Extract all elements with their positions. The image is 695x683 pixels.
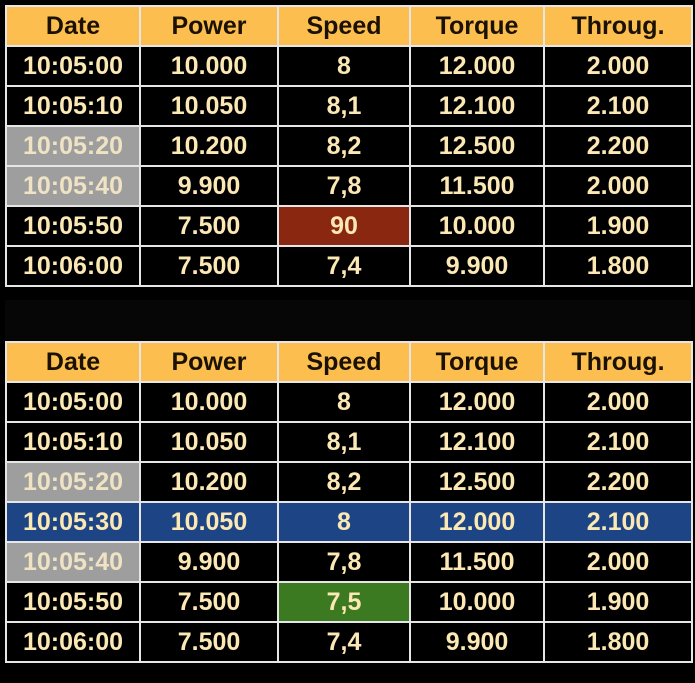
speed-cell-outlier[interactable]: 90 (277, 205, 411, 247)
throughput-cell[interactable]: 1.900 (543, 205, 693, 247)
data-table-original: Date Power Speed Torque Throug. 10:05:00… (5, 5, 693, 287)
speed-cell[interactable]: 8 (277, 45, 411, 87)
torque-cell[interactable]: 10.000 (409, 581, 545, 623)
throughput-cell[interactable]: 2.100 (543, 85, 693, 127)
power-cell[interactable]: 9.900 (139, 165, 279, 207)
column-header-torque[interactable]: Torque (409, 5, 545, 47)
speed-cell[interactable]: 8,2 (277, 461, 411, 503)
power-cell[interactable]: 10.050 (139, 501, 279, 543)
torque-cell[interactable]: 12.100 (409, 85, 545, 127)
speed-cell[interactable]: 8,2 (277, 125, 411, 167)
power-cell[interactable]: 7.500 (139, 581, 279, 623)
speed-cell[interactable]: 7,8 (277, 541, 411, 583)
power-cell[interactable]: 10.000 (139, 45, 279, 87)
throughput-cell[interactable]: 1.800 (543, 245, 693, 287)
throughput-cell[interactable]: 1.800 (543, 621, 693, 663)
speed-cell[interactable]: 8,1 (277, 421, 411, 463)
power-cell[interactable]: 9.900 (139, 541, 279, 583)
date-cell[interactable]: 10:05:10 (5, 85, 141, 127)
date-cell[interactable]: 10:05:00 (5, 381, 141, 423)
power-cell[interactable]: 7.500 (139, 205, 279, 247)
column-header-date[interactable]: Date (5, 341, 141, 383)
column-header-torque[interactable]: Torque (409, 341, 545, 383)
throughput-cell[interactable]: 2.200 (543, 461, 693, 503)
table-row[interactable]: 10:05:50 7.500 7,5 10.000 1.900 (5, 581, 693, 623)
column-header-throughput[interactable]: Throug. (543, 341, 693, 383)
power-cell[interactable]: 10.050 (139, 421, 279, 463)
torque-cell[interactable]: 12.100 (409, 421, 545, 463)
speed-cell[interactable]: 7,8 (277, 165, 411, 207)
throughput-cell[interactable]: 2.200 (543, 125, 693, 167)
date-cell-greyed[interactable]: 10:05:40 (5, 541, 141, 583)
throughput-cell[interactable]: 2.100 (543, 421, 693, 463)
column-header-power[interactable]: Power (139, 5, 279, 47)
power-cell[interactable]: 7.500 (139, 245, 279, 287)
table-row[interactable]: 10:05:20 10.200 8,2 12.500 2.200 (5, 461, 693, 503)
date-cell[interactable]: 10:06:00 (5, 621, 141, 663)
table-row[interactable]: 10:05:00 10.000 8 12.000 2.000 (5, 45, 693, 87)
torque-cell[interactable]: 12.000 (409, 381, 545, 423)
speed-cell[interactable]: 7,4 (277, 245, 411, 287)
torque-cell[interactable]: 9.900 (409, 621, 545, 663)
date-cell-greyed[interactable]: 10:05:20 (5, 125, 141, 167)
power-cell[interactable]: 10.000 (139, 381, 279, 423)
power-cell[interactable]: 10.050 (139, 85, 279, 127)
speed-cell[interactable]: 7,4 (277, 621, 411, 663)
torque-cell[interactable]: 12.000 (409, 501, 545, 543)
power-cell[interactable]: 7.500 (139, 621, 279, 663)
column-header-date[interactable]: Date (5, 5, 141, 47)
torque-cell[interactable]: 12.000 (409, 45, 545, 87)
table-row[interactable]: 10:05:50 7.500 90 10.000 1.900 (5, 205, 693, 247)
date-cell[interactable]: 10:05:50 (5, 581, 141, 623)
date-cell[interactable]: 10:05:30 (5, 501, 141, 543)
table-row[interactable]: 10:05:20 10.200 8,2 12.500 2.200 (5, 125, 693, 167)
torque-cell[interactable]: 12.500 (409, 461, 545, 503)
table-row[interactable]: 10:06:00 7.500 7,4 9.900 1.800 (5, 621, 693, 663)
date-cell-greyed[interactable]: 10:05:40 (5, 165, 141, 207)
power-cell[interactable]: 10.200 (139, 461, 279, 503)
table-row[interactable]: 10:05:40 9.900 7,8 11.500 2.000 (5, 165, 693, 207)
table-row[interactable]: 10:05:10 10.050 8,1 12.100 2.100 (5, 421, 693, 463)
throughput-cell[interactable]: 2.000 (543, 541, 693, 583)
torque-cell[interactable]: 12.500 (409, 125, 545, 167)
table-row[interactable]: 10:05:10 10.050 8,1 12.100 2.100 (5, 85, 693, 127)
date-cell[interactable]: 10:05:00 (5, 45, 141, 87)
column-header-power[interactable]: Power (139, 341, 279, 383)
power-cell[interactable]: 10.200 (139, 125, 279, 167)
header-row: Date Power Speed Torque Throug. (5, 5, 693, 47)
date-cell-greyed[interactable]: 10:05:20 (5, 461, 141, 503)
table-row[interactable]: 10:05:40 9.900 7,8 11.500 2.000 (5, 541, 693, 583)
torque-cell[interactable]: 11.500 (409, 165, 545, 207)
table-separator (5, 300, 691, 341)
column-header-throughput[interactable]: Throug. (543, 5, 693, 47)
header-row: Date Power Speed Torque Throug. (5, 341, 693, 383)
torque-cell[interactable]: 10.000 (409, 205, 545, 247)
data-table-corrected: Date Power Speed Torque Throug. 10:05:00… (5, 341, 693, 663)
torque-cell[interactable]: 11.500 (409, 541, 545, 583)
throughput-cell[interactable]: 2.000 (543, 165, 693, 207)
column-header-speed[interactable]: Speed (277, 5, 411, 47)
throughput-cell[interactable]: 2.100 (543, 501, 693, 543)
throughput-cell[interactable]: 2.000 (543, 45, 693, 87)
speed-cell[interactable]: 8 (277, 381, 411, 423)
date-cell[interactable]: 10:05:10 (5, 421, 141, 463)
throughput-cell[interactable]: 1.900 (543, 581, 693, 623)
torque-cell[interactable]: 9.900 (409, 245, 545, 287)
speed-cell-corrected[interactable]: 7,5 (277, 581, 411, 623)
column-header-speed[interactable]: Speed (277, 341, 411, 383)
table-row[interactable]: 10:06:00 7.500 7,4 9.900 1.800 (5, 245, 693, 287)
date-cell[interactable]: 10:05:50 (5, 205, 141, 247)
table-row[interactable]: 10:05:00 10.000 8 12.000 2.000 (5, 381, 693, 423)
throughput-cell[interactable]: 2.000 (543, 381, 693, 423)
table-row-inserted[interactable]: 10:05:30 10.050 8 12.000 2.100 (5, 501, 693, 543)
speed-cell[interactable]: 8,1 (277, 85, 411, 127)
speed-cell[interactable]: 8 (277, 501, 411, 543)
date-cell[interactable]: 10:06:00 (5, 245, 141, 287)
